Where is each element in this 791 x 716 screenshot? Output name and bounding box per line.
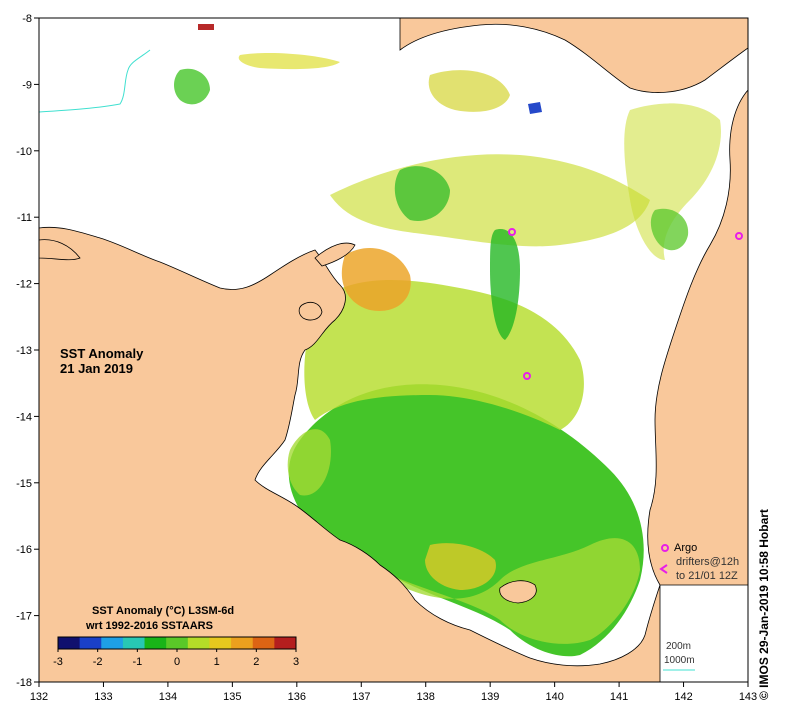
colorbar-segment: [274, 637, 297, 649]
y-tick-label: -16: [16, 544, 32, 556]
x-axis: 132 133 134 135 136 137 138 139 140 141 142 143: [30, 682, 757, 703]
x-tick-label: 136: [288, 691, 306, 703]
y-tick-label: -11: [17, 212, 32, 224]
credit-line: © IMOS 29-Jan-2019 10:58 Hobart: [757, 509, 771, 700]
x-tick-label: 132: [30, 691, 48, 703]
y-tick-label: -15: [16, 478, 32, 490]
colorbar-segment: [187, 637, 210, 649]
y-tick-label: -12: [16, 279, 32, 291]
land-tiwi-islands: [39, 239, 81, 261]
sst-top-left-green: [174, 68, 210, 105]
sst-north-green: [394, 166, 450, 221]
legend-contour-200: 200m: [666, 641, 692, 652]
sst-green-vertical: [490, 229, 520, 340]
colorbar-tick-label: -1: [132, 656, 143, 668]
colorbar-segment: [166, 637, 189, 649]
land-cape-york: [647, 89, 748, 586]
x-tick-label: 135: [223, 691, 241, 703]
x-tick-label: 137: [352, 691, 370, 703]
argo-marker: [508, 228, 516, 236]
x-tick-label: 138: [417, 691, 435, 703]
y-tick-label: -9: [22, 79, 32, 91]
sst-top-patches: [428, 70, 510, 112]
legend-drifters-label: drifters@12h: [676, 556, 740, 568]
sst-top-left-yellow: [238, 52, 340, 70]
x-tick-label: 134: [159, 691, 177, 703]
map-date: 21 Jan 2019: [60, 361, 134, 376]
colorbar-tick-label: 2: [253, 656, 260, 668]
legend-argo-symbol: [661, 544, 669, 552]
x-tick-label: 143: [739, 691, 757, 703]
y-tick-label: -10: [16, 146, 32, 158]
colorbar-segment: [252, 637, 275, 649]
y-tick-label: -8: [22, 13, 32, 25]
sst-orange-north-central: [341, 247, 411, 311]
sst-red-spot: [198, 24, 214, 30]
sst-orange-patch-south: [425, 543, 496, 590]
colorbar-tick-label: -2: [92, 656, 103, 668]
y-tick-label: -14: [16, 411, 32, 423]
legend-drifters-period: to 21/01 12Z: [676, 570, 738, 582]
y-tick-label: -18: [16, 677, 32, 689]
colorbar-tick-label: 1: [213, 656, 220, 668]
bathymetry-contour: [39, 49, 151, 113]
land-new-guinea: [399, 18, 748, 93]
colorbar-segment: [58, 637, 81, 649]
colorbar-subtitle: wrt 1992-2016 SSTAARS: [86, 620, 213, 632]
colorbar-segment: [122, 637, 146, 649]
land-mornington-island: [499, 580, 537, 604]
map-title: SST Anomaly: [60, 346, 144, 361]
sst-yellowgreen-south: [300, 510, 640, 644]
x-tick-label: 133: [94, 691, 112, 703]
land-wessel-islands: [314, 242, 356, 267]
land: [39, 18, 748, 682]
colorbar-segment: [144, 637, 167, 649]
legend-contour-1000: 1000m: [664, 655, 695, 666]
colorbar-segment: [79, 637, 102, 649]
colorbar-tick-label: 0: [173, 656, 181, 668]
sst-east-green: [650, 208, 689, 251]
colorbar-segment: [101, 637, 124, 649]
colorbar-segment: [231, 637, 254, 649]
argo-markers: [508, 228, 743, 671]
sst-anomaly-field: [174, 24, 721, 657]
land-groote-eylandt: [298, 301, 323, 321]
legend-argo-label: Argo: [674, 542, 698, 554]
y-tick-label: -13: [16, 345, 32, 357]
x-tick-label: 140: [545, 691, 563, 703]
sst-blue-spot: [528, 102, 542, 114]
sst-east-patches: [624, 103, 721, 260]
legend-drifter-symbol: [659, 564, 668, 574]
argo-marker: [523, 372, 531, 380]
x-tick-label: 141: [610, 691, 628, 703]
argo-marker: [735, 232, 743, 240]
sst-west-edge: [287, 429, 331, 496]
colorbar-tick-label: -3: [53, 656, 63, 668]
y-tick-label: -17: [16, 611, 32, 623]
land-northern-territory: [39, 226, 661, 682]
colorbar: [57, 636, 297, 652]
colorbar-title: SST Anomaly (°C) L3SM-6d: [92, 605, 235, 617]
colorbar-segment: [209, 637, 232, 649]
y-axis: -8 -9 -10 -11 -12 -13 -14 -15 -16 -17 -18: [16, 13, 39, 689]
colorbar-tick-label: 3: [292, 656, 300, 668]
x-tick-label: 139: [481, 691, 499, 703]
x-tick-label: 142: [674, 691, 692, 703]
